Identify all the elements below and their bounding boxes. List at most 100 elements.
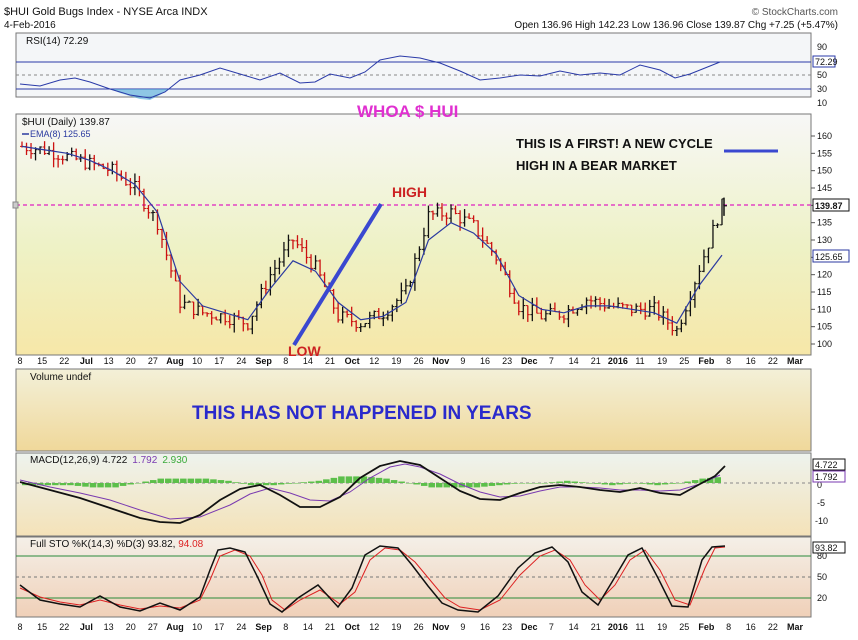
x-tick: 15 — [37, 622, 47, 632]
ema-tag — [812, 249, 850, 263]
price-bar — [173, 268, 178, 282]
x-tick: Feb — [698, 622, 715, 632]
price-bar — [692, 281, 697, 308]
price-y-tick: 120 — [817, 270, 832, 280]
price-bar — [295, 235, 300, 249]
price-bar — [638, 302, 643, 315]
price-bar — [290, 239, 295, 250]
macd-hist-bar — [511, 483, 518, 484]
macd-hist-bar — [706, 477, 714, 483]
macd-hist-bar — [428, 483, 435, 488]
price-bar — [575, 308, 580, 316]
x-tick: 17 — [214, 356, 224, 366]
price-bar — [399, 282, 404, 304]
macd-hist-bar — [420, 483, 428, 486]
macd-hist-bar — [240, 483, 247, 484]
rsi-value-text: 72.29 — [815, 57, 838, 67]
macd-line — [19, 460, 726, 524]
trend-line — [292, 202, 383, 347]
macd-hist-bar — [59, 483, 67, 486]
macd-hist-bar — [639, 483, 646, 484]
macd-hist-bar — [413, 483, 420, 485]
x-tick: 22 — [768, 622, 778, 632]
price-bar — [679, 319, 684, 333]
price-bar — [263, 280, 268, 296]
macd-signal-value: 1.792 — [132, 455, 157, 466]
ema-line — [21, 145, 723, 324]
x-tick: 14 — [569, 622, 579, 632]
price-bar — [449, 204, 454, 223]
macd-hist-bar — [571, 481, 578, 483]
price-bar — [141, 188, 146, 212]
macd-hist-bar — [451, 483, 458, 488]
macd-tick: 0 — [817, 480, 822, 490]
price-bar — [304, 239, 309, 264]
macd-ticks: 0 -5 -10 — [815, 480, 828, 526]
price-bar — [385, 310, 390, 321]
price-bar — [363, 322, 368, 328]
price-bar — [259, 283, 264, 309]
price-bar — [476, 220, 481, 239]
price-bar — [471, 215, 476, 223]
price-bar — [566, 304, 571, 328]
x-tick: 24 — [236, 622, 246, 632]
price-bar — [313, 255, 318, 270]
price-bar — [286, 234, 291, 258]
price-bar — [652, 295, 657, 315]
macd-hist-bar — [37, 483, 44, 486]
price-bar — [150, 210, 155, 222]
x-tick: 14 — [303, 356, 313, 366]
price-bar — [453, 205, 458, 215]
x-tick: 23 — [502, 622, 512, 632]
price-bar — [701, 249, 706, 273]
macd-label: MACD(12,26,9) 4.722 1.792 2.930 — [30, 455, 188, 466]
macd-hist-bar — [119, 483, 127, 486]
price-bar — [83, 149, 88, 171]
sto-tick: 20 — [817, 593, 827, 603]
x-tick: 8 — [283, 622, 288, 632]
macd-hist-bar — [368, 477, 375, 483]
macd-hist-bar — [624, 483, 631, 484]
price-bar — [426, 205, 431, 239]
macd-hist-bar — [112, 483, 119, 488]
price-bar — [87, 154, 92, 171]
x-tick: 10 — [192, 622, 202, 632]
price-bar — [340, 306, 345, 324]
macd-hist-value: 2.930 — [162, 455, 187, 466]
macd-hist-bar — [247, 483, 255, 486]
macd-hist-bar — [52, 483, 59, 486]
x-tick: 16 — [746, 356, 756, 366]
price-bar — [331, 288, 336, 314]
macd-hist-bar — [149, 480, 157, 483]
macd-hist-bar — [285, 483, 292, 484]
macd-hist-bar — [262, 483, 270, 486]
rsi-tick: 90 — [817, 42, 827, 52]
x-tick: 19 — [391, 622, 401, 632]
macd-hist-bar — [518, 483, 526, 484]
x-tick: 14 — [569, 356, 579, 366]
price-bar — [218, 313, 223, 324]
x-tick: 19 — [657, 356, 667, 366]
x-tick: 12 — [369, 356, 379, 366]
x-tick: 8 — [726, 356, 731, 366]
price-bar — [56, 155, 61, 168]
price-bar — [354, 320, 359, 332]
macd-hist-bar — [684, 481, 691, 483]
price-bar — [300, 238, 304, 252]
rsi-label: RSI(14) 72.29 — [26, 36, 89, 47]
price-bar — [417, 246, 422, 262]
price-y-tick: 100 — [817, 339, 832, 349]
macd-hist-bar — [383, 478, 390, 483]
price-bar — [345, 310, 350, 318]
price-bar — [245, 323, 250, 331]
sto-d-value: 94.08 — [178, 539, 203, 550]
x-tick: 20 — [126, 356, 136, 366]
first-annotation-line1: THIS IS A FIRST! A NEW CYCLE — [516, 136, 713, 151]
price-bar — [683, 306, 688, 326]
macd-label-prefix: MACD(12,26,9) — [30, 455, 102, 466]
sto-value-tag — [812, 541, 846, 554]
close-tag-text: 139.87 — [815, 201, 843, 211]
price-bar — [394, 298, 399, 313]
macd-tick: -5 — [817, 498, 825, 508]
